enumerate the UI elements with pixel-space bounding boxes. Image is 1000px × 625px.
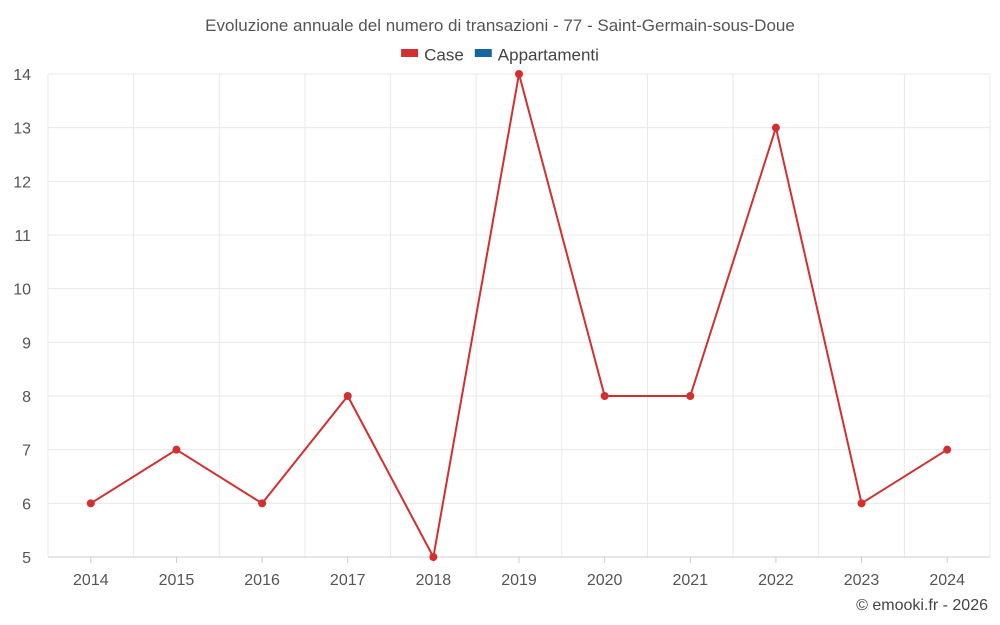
data-point: [86, 499, 95, 508]
x-tick-label: 2021: [672, 572, 708, 589]
x-tick-label: 2017: [330, 572, 366, 589]
data-point: [429, 553, 438, 561]
data-point: [600, 392, 609, 400]
data-point: [258, 499, 267, 508]
data-point: [771, 123, 780, 132]
x-tick-label: 2023: [844, 572, 880, 589]
x-tick-label: 2018: [416, 572, 452, 589]
x-tick-label: 2019: [501, 572, 537, 589]
x-tick-label: 2022: [758, 572, 794, 589]
y-tick-label: 12: [13, 174, 31, 191]
y-tick-label: 6: [22, 496, 31, 513]
legend-swatch: [401, 49, 419, 57]
data-point: [172, 445, 181, 454]
x-tick-label: 2016: [244, 572, 280, 589]
y-tick-label: 13: [13, 121, 31, 138]
data-point: [343, 392, 352, 400]
data-point: [857, 499, 866, 508]
grid: [47, 73, 991, 557]
legend: Case Appartamenti: [401, 45, 599, 64]
axes: 5 6 7 8 9 10 11 12 13 14 2014 2015 2016 2017 2018 2019 2…: [13, 67, 990, 589]
series-group: [86, 70, 952, 561]
y-tick-label: 8: [22, 389, 31, 406]
y-tick-label: 11: [14, 228, 31, 245]
x-tick-label: 2014: [73, 572, 109, 589]
y-tick-label: 10: [13, 282, 31, 299]
data-point: [515, 70, 523, 78]
credit-label: © emooki.fr - 2026: [856, 597, 988, 614]
data-point: [943, 445, 952, 454]
y-tick-label: 7: [22, 443, 31, 460]
legend-item-case: Case: [401, 45, 464, 64]
legend-item-appartamenti: Appartamenti: [474, 45, 599, 64]
y-tick-label: 9: [22, 335, 31, 352]
chart-title: Evoluzione annuale del numero di transaz…: [205, 16, 795, 35]
x-tick-label: 2024: [929, 572, 965, 589]
x-tick-label: 2020: [587, 572, 623, 589]
legend-swatch: [474, 49, 492, 57]
data-point: [686, 392, 695, 400]
legend-label: Appartamenti: [498, 45, 599, 64]
y-tick-label: 14: [13, 67, 31, 84]
y-tick-label: 5: [22, 550, 31, 567]
x-tick-label: 2015: [159, 572, 195, 589]
legend-label: Case: [424, 45, 464, 64]
